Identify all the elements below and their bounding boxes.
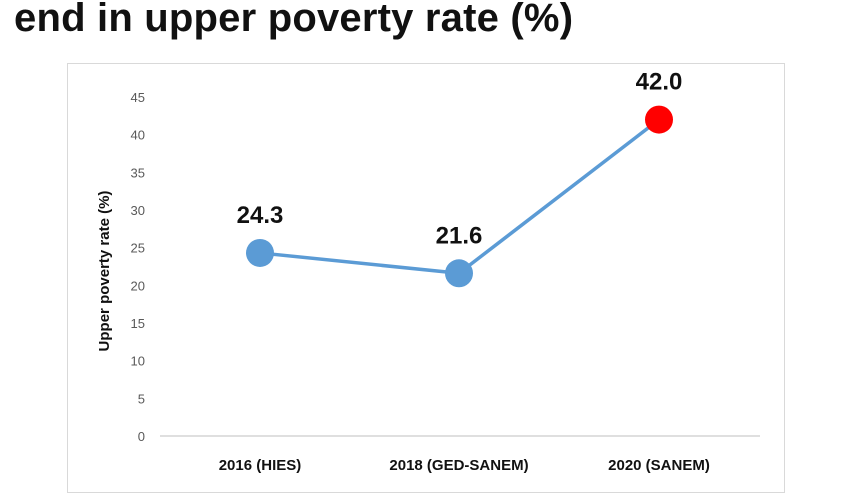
y-axis-label: Upper poverty rate (%) <box>96 191 113 352</box>
slide-title: end in upper poverty rate (%) <box>14 0 574 40</box>
y-tick-label: 20 <box>131 278 145 293</box>
chart-frame <box>67 63 785 493</box>
data-point-marker <box>445 259 473 288</box>
y-tick-label: 15 <box>131 316 145 331</box>
y-tick-label: 40 <box>131 128 145 143</box>
y-tick-label: 35 <box>131 165 145 180</box>
y-tick-label: 45 <box>131 90 145 105</box>
markers-group <box>246 105 673 288</box>
y-tick-label: 25 <box>131 241 145 256</box>
x-tick-label: 2020 (SANEM) <box>608 457 710 474</box>
y-axis-ticks: 0 5 10 15 20 25 30 35 40 45 <box>131 90 145 444</box>
x-axis-ticks: 2016 (HIES) 2018 (GED-SANEM) 2020 (SANEM) <box>219 457 710 474</box>
y-tick-label: 5 <box>138 391 145 406</box>
data-label: 21.6 <box>436 222 483 249</box>
y-tick-label: 0 <box>138 429 145 444</box>
x-tick-label: 2016 (HIES) <box>219 457 302 474</box>
data-label: 24.3 <box>237 202 284 229</box>
highlight-marker <box>645 105 673 134</box>
x-tick-label: 2018 (GED-SANEM) <box>389 457 528 474</box>
y-tick-label: 10 <box>131 354 145 369</box>
data-labels-group: 24.3 21.6 42.0 <box>237 69 683 250</box>
y-tick-label: 30 <box>131 203 145 218</box>
series-line-group <box>259 118 661 276</box>
series-line <box>259 118 661 276</box>
data-label: 42.0 <box>636 69 683 96</box>
data-point-marker <box>246 238 274 267</box>
